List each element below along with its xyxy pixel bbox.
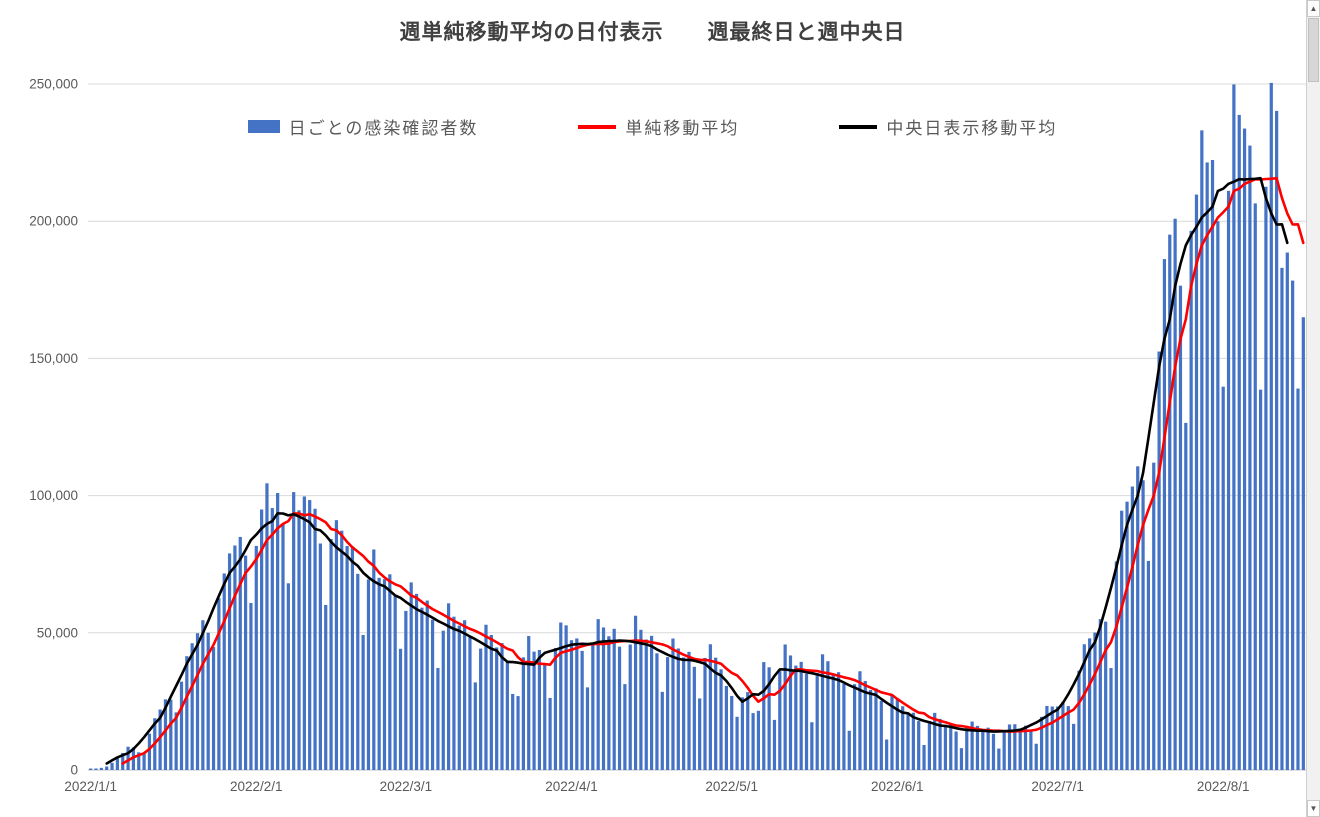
svg-text:150,000: 150,000	[29, 351, 78, 366]
bar-series-swatch-icon	[247, 120, 280, 133]
gridlines	[88, 83, 1306, 771]
legend-item-center-sma[interactable]: 中央日表示移動平均	[839, 114, 1057, 139]
legend-item-sma[interactable]: 単純移動平均	[578, 114, 739, 139]
chart-legend: 日ごとの感染確認者数 単純移動平均 中央日表示移動平均	[0, 114, 1305, 139]
scrollbar-thumb[interactable]	[1308, 18, 1319, 82]
chart-title[interactable]: 週単純移動平均の日付表示 週最終日と週中央日	[399, 21, 906, 44]
legend-item-daily-cases[interactable]: 日ごとの感染確認者数	[247, 114, 479, 139]
red-line-swatch-icon	[578, 124, 617, 129]
sma-center-day-line[interactable]	[105, 176, 1289, 765]
svg-text:2022/1/1: 2022/1/1	[64, 779, 117, 794]
scroll-down-button[interactable]: ▼	[1307, 800, 1320, 817]
scroll-down-arrow-icon: ▼	[1309, 804, 1318, 813]
svg-text:0: 0	[70, 763, 78, 778]
black-line-swatch-icon	[839, 124, 878, 129]
sma-week-end-line[interactable]	[121, 176, 1305, 765]
y-axis-labels: 0 50,000 100,000 150,000 200,000 250,000	[29, 77, 78, 778]
svg-text:2022/2/1: 2022/2/1	[230, 779, 283, 794]
svg-text:250,000: 250,000	[29, 77, 78, 92]
svg-text:50,000: 50,000	[37, 625, 78, 640]
scroll-up-button[interactable]: ▲	[1307, 0, 1320, 17]
svg-text:2022/6/1: 2022/6/1	[871, 779, 924, 794]
svg-text:2022/3/1: 2022/3/1	[380, 779, 433, 794]
daily-cases-bars[interactable]	[89, 82, 1305, 771]
svg-text:200,000: 200,000	[29, 214, 78, 229]
legend-label: 単純移動平均	[625, 119, 740, 138]
legend-label: 中央日表示移動平均	[886, 119, 1058, 138]
svg-text:2022/4/1: 2022/4/1	[545, 779, 598, 794]
svg-text:2022/8/1: 2022/8/1	[1197, 779, 1250, 794]
scroll-up-arrow-icon: ▲	[1309, 4, 1318, 13]
vertical-scrollbar[interactable]: ▲ ▼	[1306, 0, 1320, 817]
svg-text:2022/7/1: 2022/7/1	[1031, 779, 1084, 794]
x-axis-labels: 2022/1/1 2022/2/1 2022/3/1 2022/4/1 2022/5/1…	[64, 779, 1249, 794]
svg-text:2022/5/1: 2022/5/1	[705, 779, 758, 794]
svg-text:100,000: 100,000	[29, 488, 78, 503]
legend-label: 日ごとの感染確認者数	[288, 119, 479, 138]
